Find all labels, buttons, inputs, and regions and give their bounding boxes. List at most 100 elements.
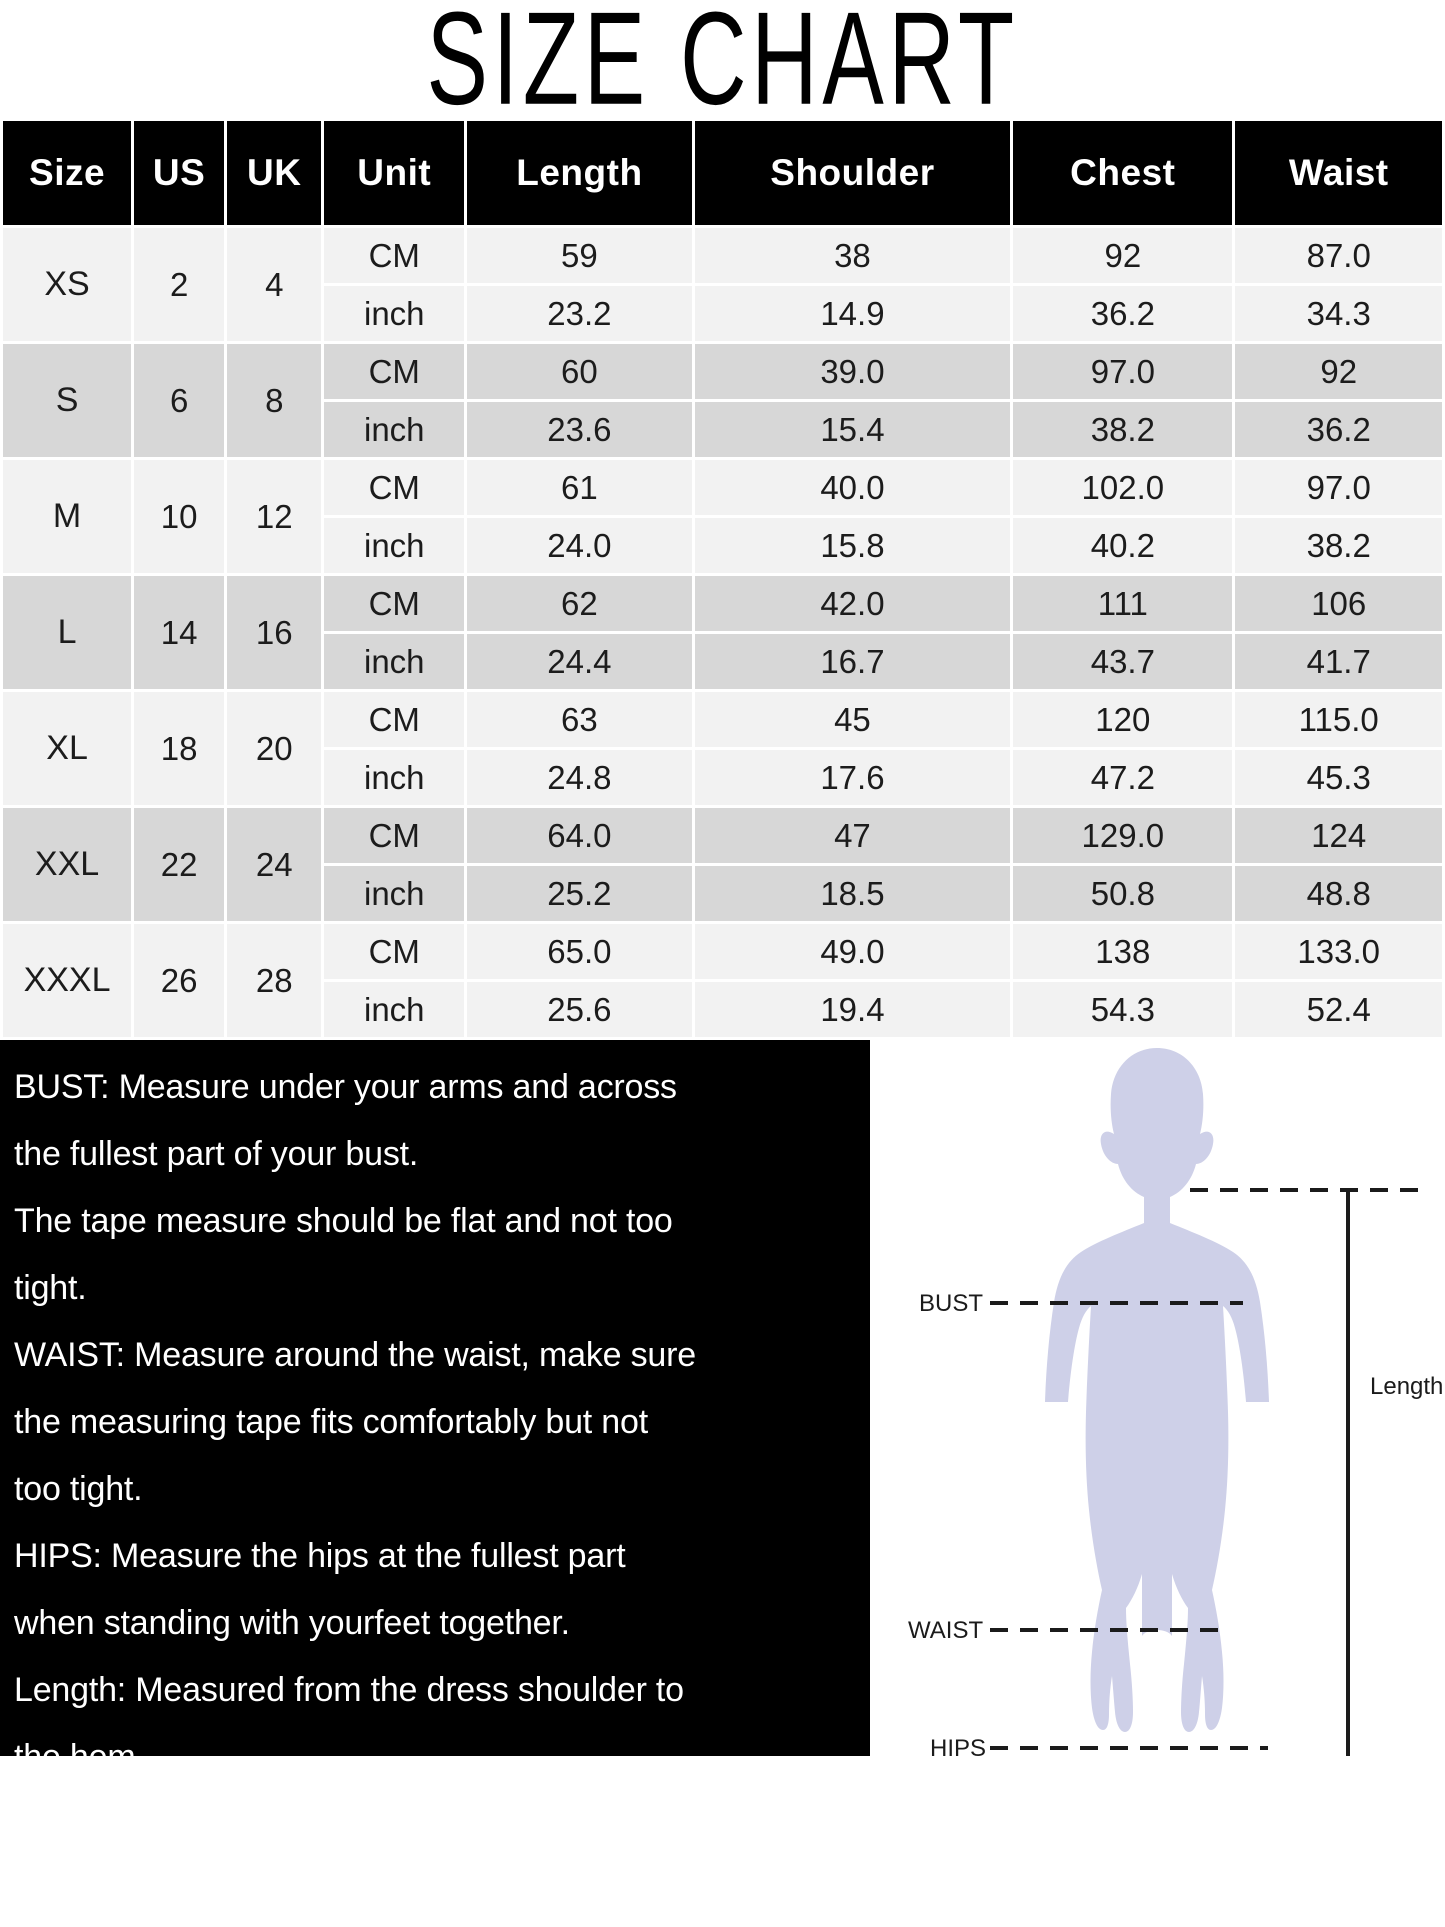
cell-size: S [3,344,132,457]
female-body-silhouette [1045,1048,1269,1756]
table-row: XL 18 20 CM 63 45 120 115.0 [3,692,1442,805]
cell-chest: 138 [1013,924,1233,979]
cell-unit: inch [324,286,465,341]
cell-size: XS [3,228,132,341]
cell-unit: CM [324,228,465,283]
column-header-us: US [134,121,225,225]
measuring-instructions-panel: BUST: Measure under your arms and across… [0,1040,870,1776]
instruction-line: HIPS: Measure the hips at the fullest pa… [14,1537,626,1575]
cell-uk: 12 [227,460,322,573]
cell-unit: inch [324,982,465,1037]
column-header-uk: UK [227,121,322,225]
cell-shoulder: 19.4 [694,982,1011,1037]
table-row: inch 24.0 15.8 40.2 38.2 [3,518,1442,573]
cell-waist: 124 [1235,808,1442,863]
cell-uk: 24 [227,808,322,921]
cell-length: 23.2 [467,286,692,341]
length-label: Length [1370,1373,1443,1400]
cell-chest: 38.2 [1013,402,1233,457]
cell-unit: CM [324,460,465,515]
cell-size: XXL [3,808,132,921]
cell-waist: 115.0 [1235,692,1442,747]
cell-shoulder: 14.9 [694,286,1011,341]
table-row: inch 24.8 17.6 47.2 45.3 [3,750,1442,805]
cell-waist: 52.4 [1235,982,1442,1037]
instruction-line: The tape measure should be flat and not … [14,1202,673,1240]
cell-shoulder: 38 [694,228,1011,283]
cell-length: 24.4 [467,634,692,689]
instruction-line: the measuring tape fits comfortably but … [14,1403,648,1441]
instruction-line: the fullest part of your bust. [14,1135,419,1173]
cell-us: 26 [134,924,225,1037]
cell-unit: CM [324,344,465,399]
table-row: inch 25.6 19.4 54.3 52.4 [3,982,1442,1037]
table-row: inch 25.2 18.5 50.8 48.8 [3,866,1442,921]
cell-chest: 92 [1013,228,1233,283]
instruction-line: WAIST: Measure around the waist, make su… [14,1336,696,1374]
table-row: XXXL 26 28 CM 65.0 49.0 138 133.0 [3,924,1442,1037]
cell-shoulder: 40.0 [694,460,1011,515]
cell-length: 59 [467,228,692,283]
table-row: S 6 8 CM 60 39.0 97.0 92 [3,344,1442,457]
cell-size: L [3,576,132,689]
cell-unit: inch [324,634,465,689]
cell-length: 25.6 [467,982,692,1037]
cell-uk: 20 [227,692,322,805]
cell-length: 64.0 [467,808,692,863]
table-row: M 10 12 CM 61 40.0 102.0 97.0 [3,460,1442,573]
cell-length: 25.2 [467,866,692,921]
cell-us: 6 [134,344,225,457]
cell-uk: 4 [227,228,322,341]
column-header-length: Length [467,121,692,225]
cell-waist: 97.0 [1235,460,1442,515]
cell-unit: CM [324,576,465,631]
cell-uk: 16 [227,576,322,689]
cell-length: 24.8 [467,750,692,805]
cell-length: 65.0 [467,924,692,979]
instruction-line: when standing with yourfeet together. [14,1604,570,1642]
instruction-line: tight. [14,1269,87,1307]
cell-size: M [3,460,132,573]
cell-chest: 47.2 [1013,750,1233,805]
instruction-line: too tight. [14,1470,143,1508]
cell-shoulder: 16.7 [694,634,1011,689]
cell-length: 23.6 [467,402,692,457]
page-header: SIZE CHART [0,0,1445,125]
cell-length: 60 [467,344,692,399]
column-header-shoulder: Shoulder [694,121,1011,225]
cell-waist: 41.7 [1235,634,1442,689]
cell-size: XL [3,692,132,805]
column-header-waist: Waist [1235,121,1442,225]
column-header-size: Size [3,121,132,225]
cell-unit: inch [324,518,465,573]
table-row: XS 2 4 CM 59 38 92 87.0 [3,228,1442,341]
cell-us: 10 [134,460,225,573]
table-header-row: Size US UK Unit Length Shoulder Chest Wa… [3,121,1442,225]
cell-unit: inch [324,750,465,805]
page-title: SIZE CHART [426,0,1019,133]
cell-waist: 87.0 [1235,228,1442,283]
bust-label: BUST [919,1290,983,1317]
cell-chest: 120 [1013,692,1233,747]
table-row: XXL 22 24 CM 64.0 47 129.0 124 [3,808,1442,921]
cell-chest: 102.0 [1013,460,1233,515]
cell-us: 18 [134,692,225,805]
cell-waist: 92 [1235,344,1442,399]
cell-unit: CM [324,924,465,979]
cell-chest: 54.3 [1013,982,1233,1037]
bottom-section: BUST: Measure under your arms and across… [0,1040,1445,1776]
cell-length: 63 [467,692,692,747]
cell-shoulder: 15.4 [694,402,1011,457]
cell-unit: CM [324,692,465,747]
cell-waist: 48.8 [1235,866,1442,921]
cell-shoulder: 42.0 [694,576,1011,631]
hips-label: HIPS [930,1735,986,1756]
cell-length: 61 [467,460,692,515]
cell-chest: 43.7 [1013,634,1233,689]
cell-chest: 36.2 [1013,286,1233,341]
table-row: inch 23.2 14.9 36.2 34.3 [3,286,1442,341]
cell-size: XXXL [3,924,132,1037]
cell-length: 62 [467,576,692,631]
cell-shoulder: 17.6 [694,750,1011,805]
cell-chest: 40.2 [1013,518,1233,573]
